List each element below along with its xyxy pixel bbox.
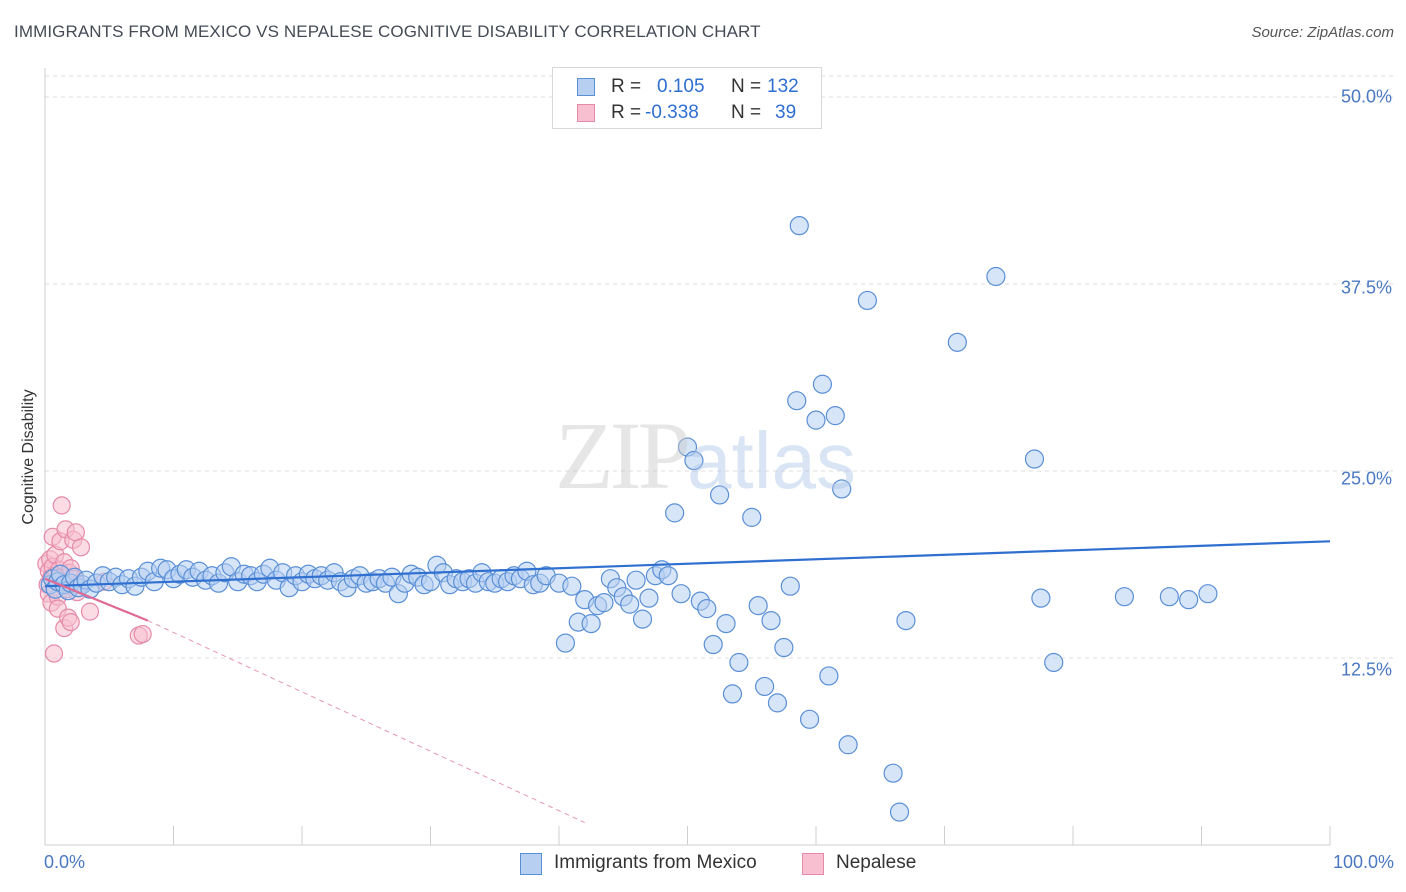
mexico-trend-line [44, 540, 1331, 588]
legend-n-value: 132 [767, 76, 799, 97]
mexico-point [620, 594, 640, 614]
mexico-point [555, 633, 576, 653]
mexico-point [754, 676, 775, 697]
legend-n-label: N = [731, 76, 762, 97]
mexico-point [703, 634, 723, 655]
legend-r-value: 0.105 [657, 76, 705, 97]
mexico-point [838, 735, 858, 755]
mexico-point [722, 684, 743, 704]
mexico-point [1179, 590, 1199, 610]
mexico-point [857, 290, 878, 311]
mexico-point [896, 610, 916, 631]
y-tick-label: 50.0% [1340, 86, 1392, 107]
nepalese-point [61, 612, 80, 632]
legend-swatch-nepalese [577, 104, 595, 122]
legend-r-label: R = [611, 102, 642, 123]
y-tick-label: 25.0% [1340, 468, 1392, 489]
mexico-point [883, 763, 903, 783]
mexico-point [774, 637, 794, 658]
mexico-point [789, 216, 809, 236]
x-tick-label: 0.0% [44, 852, 86, 872]
legend-label-nepalese: Nepalese [836, 852, 917, 873]
y-tick-label: 12.5% [1340, 659, 1392, 680]
mexico-point [832, 479, 852, 499]
x-tick-label: 100.0% [1332, 852, 1394, 872]
mexico-point [684, 450, 704, 471]
mexico-point [812, 374, 833, 394]
mexico-point [1198, 584, 1218, 604]
legend-r-value: -0.338 [645, 102, 699, 123]
mexico-points [40, 216, 1218, 822]
mexico-point [761, 610, 781, 631]
watermark-atlas: atlas [687, 416, 856, 505]
mexico-point [1159, 587, 1179, 607]
mexico-point [780, 576, 800, 596]
mexico-point [581, 613, 601, 634]
mexico-point [626, 570, 646, 590]
source-credit: Source: ZipAtlas.com [1251, 24, 1394, 41]
nepalese-point [52, 496, 71, 515]
legend-n-value: 39 [775, 102, 797, 123]
watermark: ZIPatlas [555, 400, 856, 511]
mexico-point [742, 507, 762, 527]
legend-swatch-mexico [520, 853, 542, 875]
nepalese-trend-extension [147, 620, 585, 824]
mexico-point [697, 599, 717, 619]
stats-legend: R = 0.105 N = 132 R = -0.338 N = 39 [552, 67, 822, 129]
mexico-point [639, 588, 659, 608]
legend-n-label: N = [731, 102, 762, 123]
y-axis-label: Cognitive Disability [20, 389, 37, 525]
mexico-point [819, 666, 839, 686]
mexico-point [748, 596, 768, 616]
mexico-point [767, 693, 788, 713]
mexico-point [799, 709, 820, 729]
y-tick-label: 37.5% [1340, 277, 1392, 298]
mexico-point [1114, 587, 1135, 607]
axes [44, 68, 1331, 846]
mexico-point [665, 503, 685, 523]
chart-title: IMMIGRANTS FROM MEXICO VS NEPALESE COGNI… [14, 22, 761, 41]
legend-label-mexico: Immigrants from Mexico [554, 852, 757, 873]
legend-r-label: R = [611, 76, 642, 97]
mexico-point [806, 410, 826, 430]
mexico-point [658, 566, 678, 586]
mexico-point [594, 593, 614, 613]
nepalese-point [44, 644, 64, 663]
mexico-point [1044, 652, 1064, 673]
nepalese-point [133, 624, 152, 644]
mexico-point [947, 332, 967, 352]
mexico-point [787, 391, 807, 411]
mexico-point [729, 652, 749, 673]
nepalese-point [80, 602, 100, 621]
mexico-point [1024, 449, 1045, 469]
legend-swatch-nepalese [802, 853, 824, 875]
trend-lines [44, 540, 1331, 824]
watermark-zip: ZIP [555, 402, 691, 509]
nepalese-trend-line [44, 577, 149, 622]
mexico-point [710, 485, 730, 505]
mexico-point [671, 584, 691, 604]
mexico-point [889, 802, 910, 822]
mexico-point [632, 609, 653, 629]
mexico-point [986, 266, 1006, 287]
legend-swatch-mexico [577, 78, 595, 96]
mexico-point [825, 406, 845, 426]
nepalese-point [71, 538, 91, 557]
mexico-point [716, 613, 736, 634]
mexico-point [562, 576, 582, 596]
mexico-point [1031, 588, 1051, 608]
